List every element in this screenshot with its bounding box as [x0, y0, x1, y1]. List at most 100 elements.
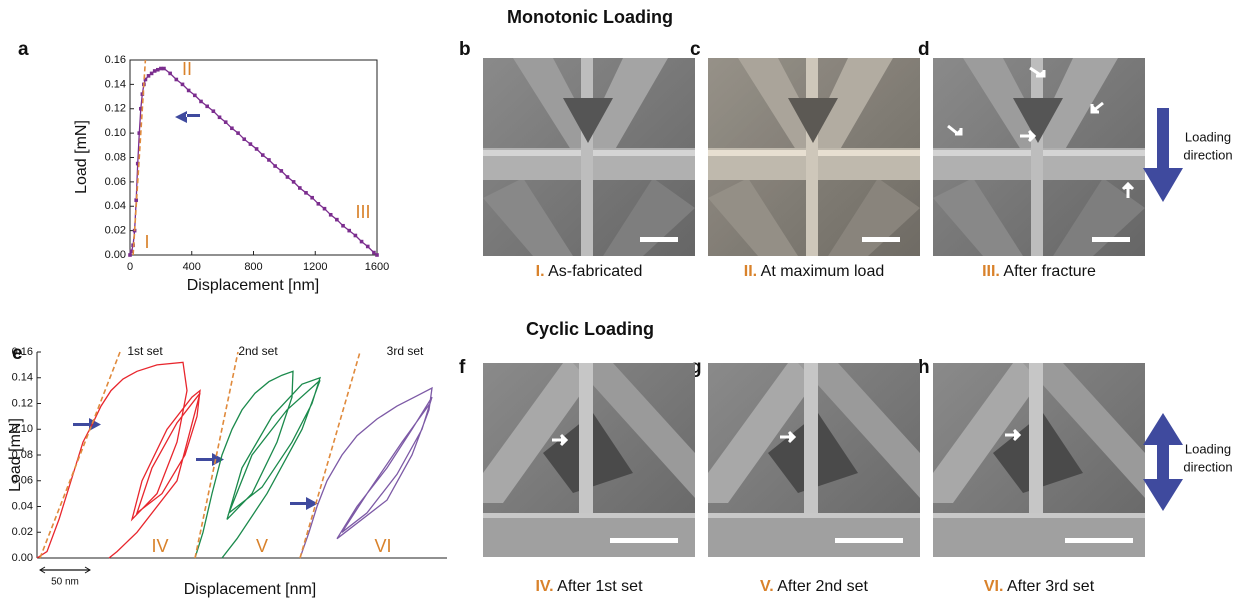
data-line [37, 362, 200, 558]
data-point [279, 169, 283, 173]
caption-label: As-fabricated [548, 263, 642, 280]
caption-text: III. After fracture [982, 263, 1096, 280]
x-tick-label: 0 [127, 261, 133, 273]
y-tick-label: 0.00 [12, 552, 33, 564]
set-label: 1st set [127, 344, 163, 358]
data-point [323, 207, 327, 211]
data-point [236, 131, 240, 135]
x-tick-label: 1200 [303, 261, 327, 273]
data-point [230, 126, 234, 130]
numeral: V. [760, 578, 774, 595]
x-axis-label: Displacement [nm] [187, 277, 320, 294]
scale-bar [640, 237, 678, 242]
data-point [156, 68, 160, 72]
data-point [298, 186, 302, 190]
data-point [205, 105, 209, 109]
data-line [300, 388, 432, 558]
caption-label: After 3rd set [1007, 578, 1095, 595]
data-point [372, 251, 376, 255]
sem-image [708, 58, 920, 256]
data-point [273, 164, 277, 168]
data-point [162, 67, 166, 71]
data-point [310, 196, 314, 200]
annotation: III [355, 202, 370, 222]
side-label: direction [1183, 147, 1232, 162]
caption: VI. After 3rd set [984, 578, 1095, 595]
data-point [153, 69, 157, 73]
sem-image [483, 363, 695, 557]
caption-label: After fracture [1003, 263, 1096, 280]
panel-letter: d [918, 39, 930, 60]
data-point [249, 142, 253, 146]
scale-bar [835, 538, 903, 543]
data-point [304, 191, 308, 195]
panel-letter: f [459, 357, 466, 378]
data-point [175, 78, 179, 82]
caption-text: V. After 2nd set [760, 578, 868, 595]
data-point [292, 180, 296, 184]
caption-label: After 1st set [557, 578, 643, 595]
y-tick-label: 0.04 [105, 200, 126, 212]
annotation: V [256, 536, 268, 556]
numeral: III. [982, 263, 1000, 280]
caption-label: After 2nd set [777, 578, 868, 595]
data-point [366, 245, 370, 249]
data-point [187, 89, 191, 93]
caption-label: At maximum load [761, 263, 885, 280]
figure: Monotonic Loading Cyclic Loading a b c d… [0, 0, 1258, 606]
data-point [168, 72, 172, 76]
heading: Cyclic Loading [526, 319, 654, 339]
side-label: direction [1183, 459, 1232, 474]
x-tick-label: 1600 [365, 261, 389, 273]
sem-image [933, 363, 1145, 557]
data-point [347, 229, 351, 233]
data-point [193, 94, 197, 98]
x-axis-label: Displacement [nm] [184, 581, 317, 598]
caption-text: I. As-fabricated [536, 263, 643, 280]
y-tick-label: 0.16 [105, 54, 126, 66]
y-axis-label: Load [mN] [73, 120, 90, 194]
y-tick-label: 0.04 [12, 500, 33, 512]
scale-bar [610, 538, 678, 543]
numeral: VI. [984, 578, 1004, 595]
y-tick-label: 0.02 [12, 526, 33, 538]
annotation: II [182, 59, 192, 79]
y-tick-label: 0.14 [105, 78, 126, 90]
annotation: VI [374, 536, 391, 556]
data-point [329, 213, 333, 217]
annotation: IV [151, 536, 168, 556]
y-tick-label: 0.10 [105, 127, 126, 139]
side-label: Loading [1185, 129, 1231, 144]
data-point [224, 120, 228, 124]
sem-image [483, 58, 695, 256]
data-point [199, 100, 203, 104]
guide-line [195, 352, 238, 558]
caption-text: IV. After 1st set [535, 578, 643, 595]
caption-text: VI. After 3rd set [984, 578, 1095, 595]
panel-letter: a [18, 39, 29, 60]
guide-line [40, 352, 120, 558]
data-point [267, 158, 271, 162]
data-point [218, 115, 222, 119]
arrow [73, 418, 101, 431]
arrow [175, 111, 200, 123]
data-point [341, 224, 345, 228]
y-tick-label: 0.02 [105, 225, 126, 237]
data-point [242, 137, 246, 141]
data-point [317, 202, 321, 206]
caption: II. At maximum load [744, 263, 885, 280]
x-tick-label: 800 [244, 261, 262, 273]
y-tick-label: 0.12 [12, 397, 33, 409]
data-line [130, 69, 377, 256]
y-tick-label: 0.14 [12, 372, 33, 384]
data-point [159, 67, 163, 71]
data-point [335, 218, 339, 222]
loading-arrow [1143, 108, 1183, 202]
data-point [286, 175, 290, 179]
caption: I. As-fabricated [536, 263, 643, 280]
data-point [150, 72, 154, 76]
plot-frame [130, 60, 377, 255]
set-label: 2nd set [238, 344, 278, 358]
caption: IV. After 1st set [535, 578, 643, 595]
y-tick-label: 0.12 [105, 103, 126, 115]
